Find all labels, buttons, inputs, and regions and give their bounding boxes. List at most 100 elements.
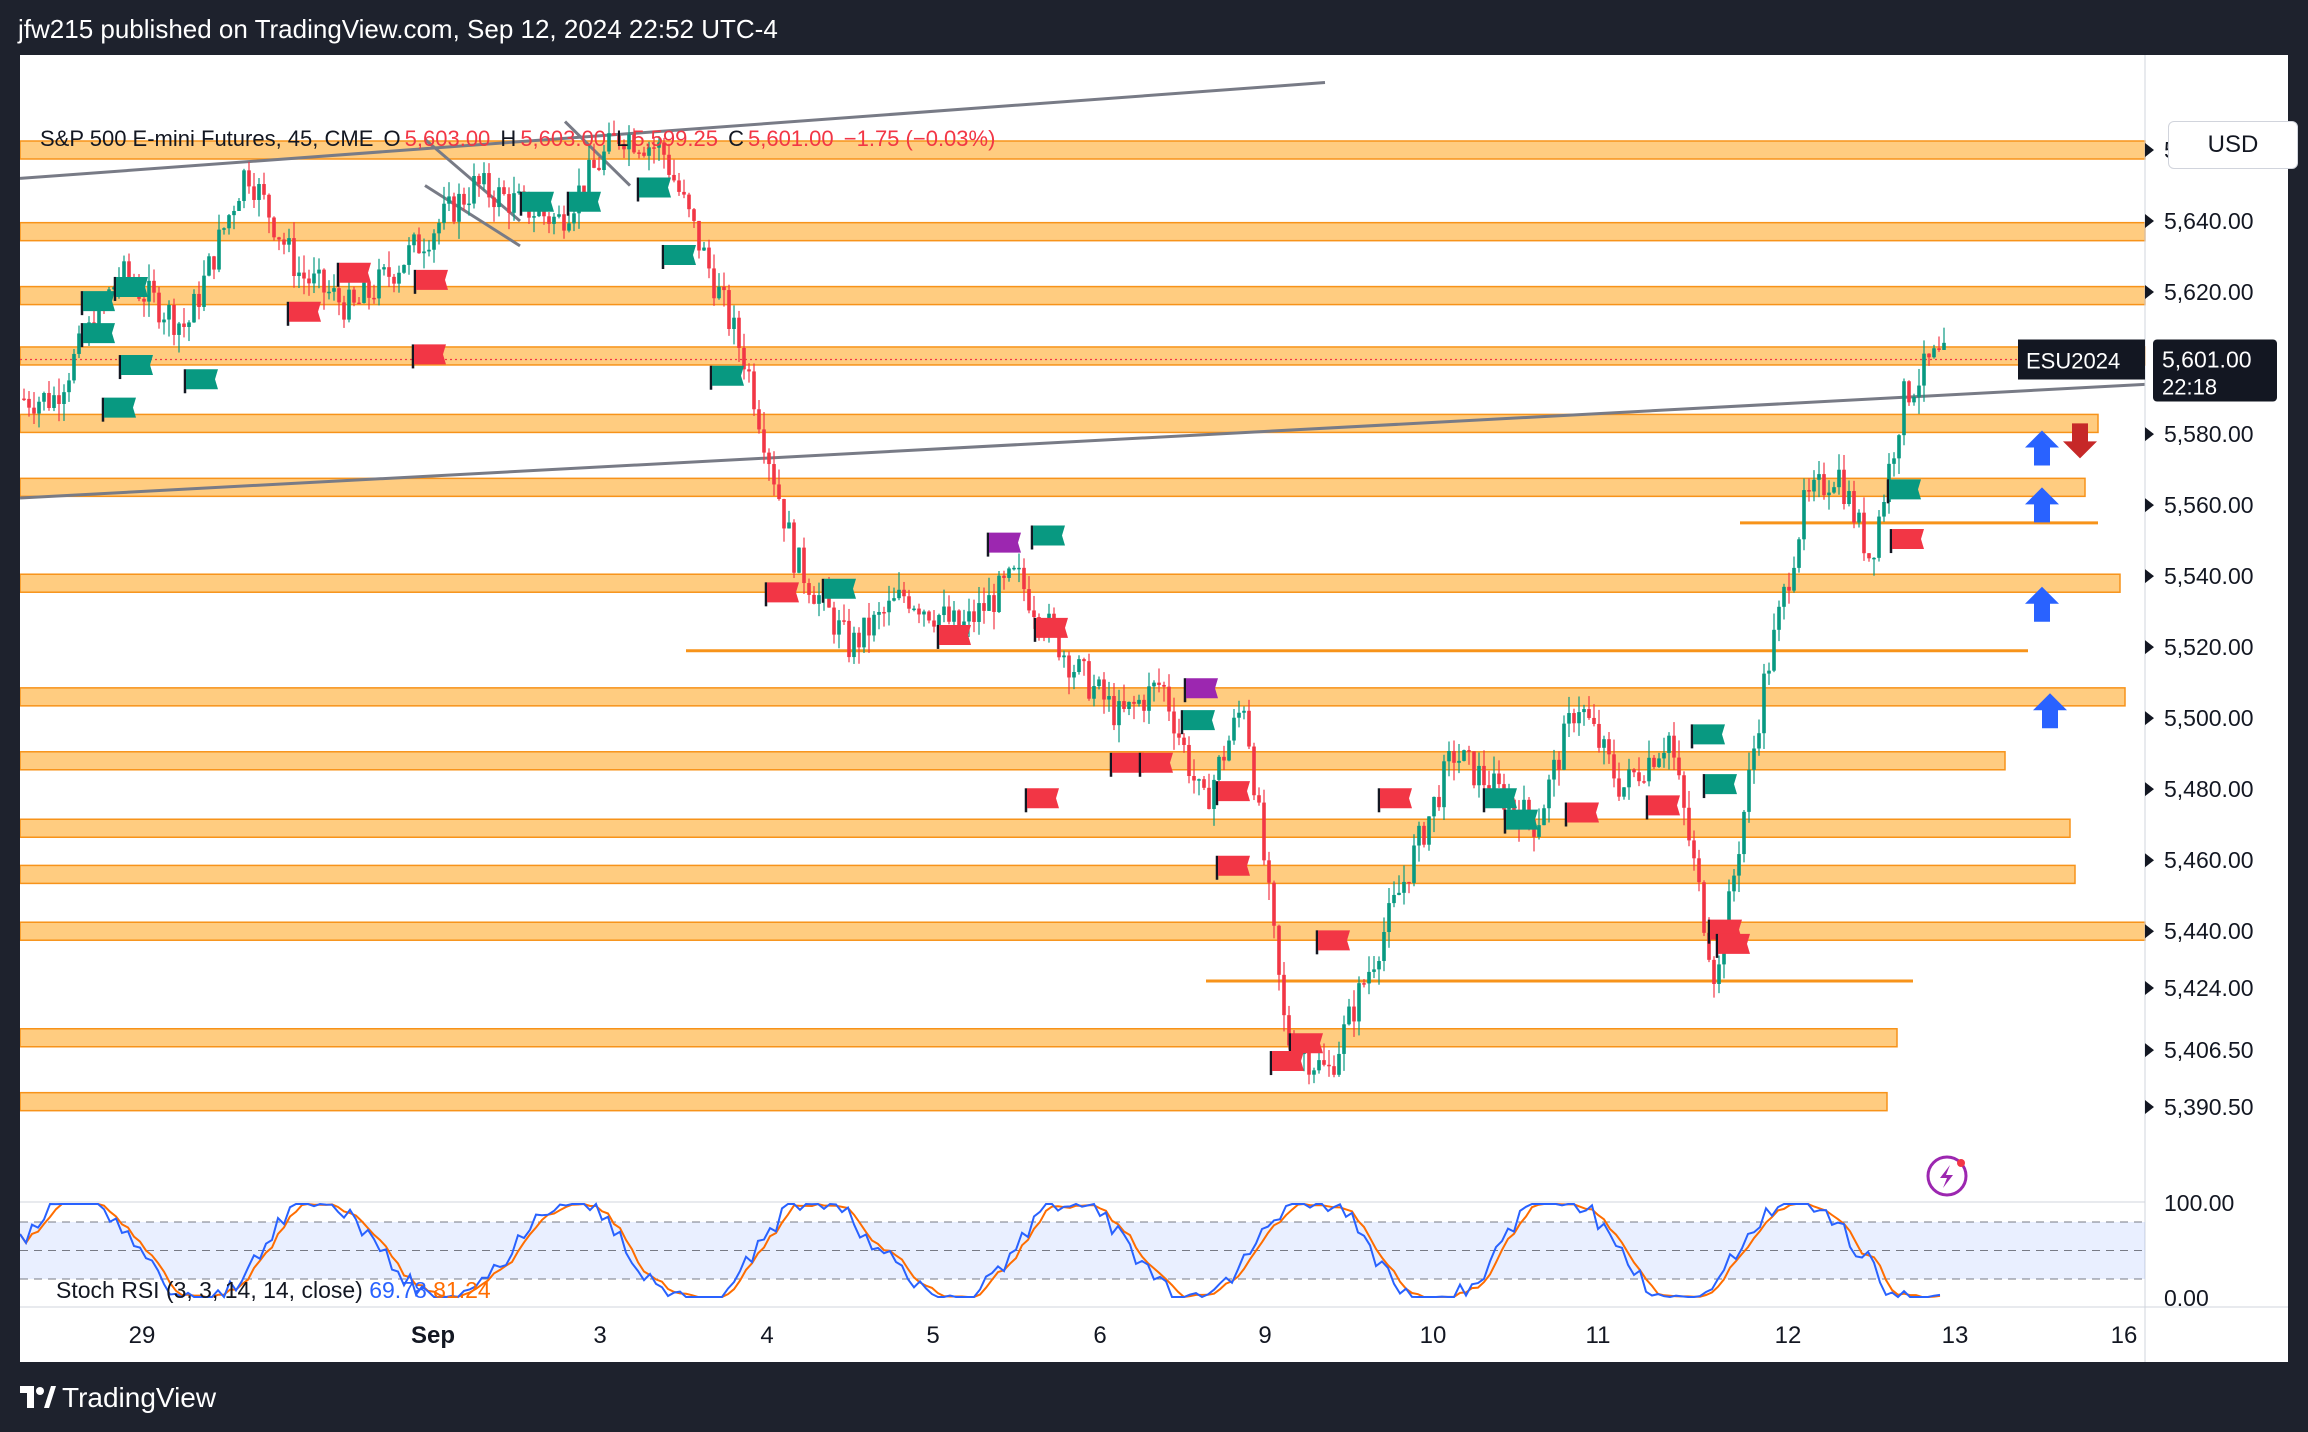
candle: [1402, 881, 1406, 893]
buy-flag-icon: [1705, 774, 1737, 795]
candle: [947, 606, 951, 622]
candle: [1937, 348, 1941, 350]
candle: [1192, 776, 1196, 781]
candle: [422, 251, 426, 254]
candle: [1462, 750, 1466, 761]
price-tick-label: 5,620.00: [2164, 279, 2254, 305]
candle: [97, 299, 101, 338]
candle: [1892, 458, 1896, 464]
price-tick-label: 5,520.00: [2164, 634, 2254, 660]
support-resistance-zone: [20, 818, 2071, 838]
candle: [637, 152, 641, 154]
candle: [352, 289, 356, 303]
candle: [1622, 787, 1626, 797]
candle: [1097, 679, 1101, 687]
candle: [1392, 894, 1396, 904]
candle: [1677, 757, 1681, 776]
candle: [1597, 723, 1601, 748]
candle: [1057, 626, 1061, 658]
price-tick-marker: [2145, 640, 2154, 655]
buy-flag-icon: [83, 323, 115, 344]
support-resistance-zone: [20, 413, 2099, 434]
low-label: L: [616, 126, 629, 151]
candle: [492, 197, 496, 208]
time-tick-label: 16: [2111, 1322, 2138, 1349]
candle: [687, 194, 691, 210]
candle: [242, 170, 246, 201]
support-resistance-zone: [20, 921, 2146, 941]
candle: [1802, 490, 1806, 540]
candle: [1407, 881, 1411, 884]
footer-brand[interactable]: TradingView: [62, 1382, 217, 1413]
candle: [272, 217, 276, 238]
candle: [182, 323, 186, 327]
candle: [982, 603, 986, 611]
chart-area[interactable]: 5,660.005,640.005,620.005,580.005,560.00…: [20, 55, 2298, 1362]
sell-flag-icon: [1318, 930, 1350, 951]
candle: [582, 185, 586, 197]
candle: [312, 273, 316, 284]
stoch-rsi-pane: 100.000.00: [20, 1190, 2234, 1311]
candle: [532, 216, 536, 218]
candle: [1817, 474, 1821, 480]
candle: [1202, 779, 1206, 788]
candle: [1867, 553, 1871, 559]
candle: [592, 159, 596, 168]
candle: [542, 208, 546, 217]
candle: [1497, 773, 1501, 785]
candle: [27, 398, 31, 408]
currency-button[interactable]: USD: [2168, 121, 2298, 169]
sell-flag-icon: [1892, 529, 1924, 550]
signal-flag-icon: [989, 532, 1021, 553]
candle: [1267, 860, 1271, 883]
candle: [1587, 709, 1591, 718]
sell-flag-icon: [1567, 802, 1599, 823]
candle: [497, 187, 501, 208]
candle: [1862, 512, 1866, 554]
lightning-bolt-icon: [1940, 1165, 1953, 1188]
published-caption: jfw215 published on TradingView.com, Sep…: [18, 14, 778, 44]
candle: [1832, 487, 1836, 493]
buy-flag-icon: [83, 291, 115, 312]
candle: [887, 600, 891, 613]
sell-flag-icon: [1218, 781, 1250, 802]
candle: [1367, 971, 1371, 984]
candle: [1607, 739, 1611, 755]
sell-flag-icon: [1272, 1051, 1304, 1072]
candle: [1082, 659, 1086, 662]
candle: [1697, 858, 1701, 883]
sell-flag-icon: [1218, 855, 1250, 876]
candle: [927, 611, 931, 621]
candle: [1687, 807, 1691, 841]
candle: [642, 152, 646, 156]
candle: [917, 608, 921, 615]
candle: [587, 159, 591, 197]
candle: [1912, 396, 1916, 403]
support-resistance-zone: [20, 1091, 1888, 1112]
candle: [1167, 686, 1171, 712]
price-tick-marker: [2145, 711, 2154, 726]
price-tick-label: 5,406.50: [2164, 1037, 2254, 1063]
candle: [477, 175, 481, 185]
candle: [852, 632, 856, 658]
candle: [1612, 754, 1616, 779]
candle: [1257, 795, 1261, 803]
price-chart[interactable]: 5,660.005,640.005,620.005,580.005,560.00…: [20, 55, 2288, 1362]
candle: [1232, 717, 1236, 741]
upper-trendline: [20, 81, 1326, 180]
candle: [552, 216, 556, 224]
candle: [1142, 699, 1146, 711]
candle: [467, 203, 471, 206]
candle: [1617, 778, 1621, 797]
candle: [192, 293, 196, 323]
candle: [1217, 756, 1221, 780]
candle: [1577, 712, 1581, 724]
candle: [1322, 1060, 1326, 1065]
candle: [1347, 1006, 1351, 1025]
candle: [632, 134, 636, 153]
candle: [37, 401, 41, 414]
candle: [1352, 1006, 1356, 1022]
notification-dot-icon: [1957, 1159, 1965, 1167]
stoch-rsi-legend: Stoch RSI (3, 3, 14, 14, close) 69.78 81…: [56, 1277, 491, 1304]
candle: [1902, 381, 1906, 436]
